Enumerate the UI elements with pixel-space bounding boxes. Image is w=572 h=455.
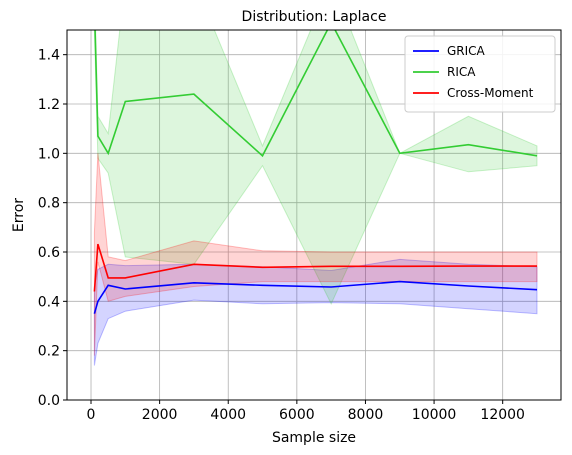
series-line — [93, 243, 537, 292]
series-lines — [93, 30, 538, 314]
x-tick-label: 0 — [87, 407, 96, 423]
y-axis-label: Error — [11, 198, 27, 232]
x-tick-label: 2000 — [142, 407, 178, 423]
x-tick-label: 6000 — [279, 407, 315, 423]
confidence-band — [93, 30, 538, 305]
plot-frame — [66, 29, 562, 401]
legend-label: RICA — [447, 65, 476, 79]
y-tick-label: 0.6 — [38, 245, 60, 261]
y-tick-label: 1.2 — [38, 97, 60, 113]
series-line — [94, 30, 538, 158]
x-tick-label: 10000 — [412, 407, 457, 423]
series-line — [93, 280, 538, 314]
y-tick-label: 1.0 — [38, 146, 60, 162]
confidence-bands — [93, 30, 538, 366]
x-tick-label: 4000 — [210, 407, 246, 423]
x-tick-label: 8000 — [348, 407, 384, 423]
y-tick-label: 0.0 — [38, 393, 60, 409]
confidence-band — [93, 153, 538, 356]
legend-label: Cross-Moment — [447, 86, 534, 100]
axis-ticks: 0 2000 4000 6000 8000 10000 12000 0.0 0.2 0.4 0.6 0… — [38, 48, 525, 423]
legend-box — [404, 35, 556, 113]
confidence-band — [93, 258, 538, 366]
legend-label: GRICA — [447, 44, 486, 58]
y-tick-label: 0.4 — [38, 294, 60, 310]
x-axis-label: Sample size — [272, 430, 356, 446]
y-tick-label: 1.4 — [38, 48, 60, 64]
legend: GRICA RICA Cross-Moment — [404, 35, 556, 113]
x-tick-label: 12000 — [480, 407, 525, 423]
y-tick-label: 0.8 — [38, 196, 60, 212]
y-tick-label: 0.2 — [38, 344, 60, 360]
chart-title: Distribution: Laplace — [242, 9, 387, 25]
